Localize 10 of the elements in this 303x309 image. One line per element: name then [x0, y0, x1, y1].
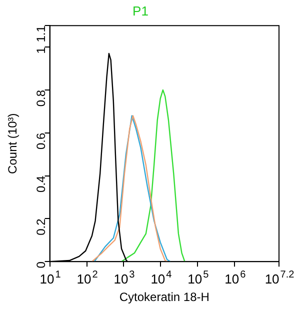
y-tick-label: 0.8: [34, 90, 48, 107]
y-tick-label: 0.2: [34, 218, 48, 236]
y-tick-label: 0: [34, 261, 48, 268]
y-tick-label: 1.1: [34, 25, 48, 42]
chart-title: P1: [132, 3, 148, 18]
y-tick-label: 0.6: [34, 132, 48, 150]
y-axis-title: Count (10³): [6, 113, 20, 174]
x-axis-title: Cytokeratin 18-H: [119, 290, 210, 304]
y-tick-label: 0.4: [34, 175, 48, 192]
y-tick-label: 1: [34, 46, 48, 54]
